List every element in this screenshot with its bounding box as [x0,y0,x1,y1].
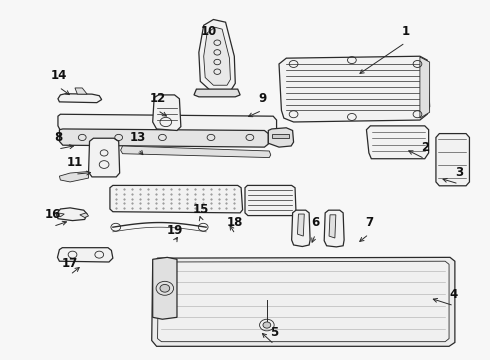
Text: 16: 16 [45,208,61,221]
Polygon shape [279,56,430,122]
Circle shape [160,284,170,292]
Polygon shape [292,210,310,247]
Text: 5: 5 [270,327,278,339]
Polygon shape [272,134,289,138]
Polygon shape [420,57,430,118]
Polygon shape [59,129,269,147]
Text: 11: 11 [67,156,83,169]
Polygon shape [153,257,177,319]
Polygon shape [152,257,455,346]
Polygon shape [58,114,276,134]
Polygon shape [199,19,235,91]
Text: 12: 12 [149,93,166,105]
Text: 15: 15 [193,203,209,216]
Polygon shape [329,215,336,238]
Text: 18: 18 [227,216,244,229]
Polygon shape [324,210,344,247]
Polygon shape [153,95,181,130]
Circle shape [263,322,271,328]
Polygon shape [204,27,230,85]
Text: 17: 17 [62,257,78,270]
Polygon shape [121,146,271,158]
Polygon shape [297,214,304,236]
Polygon shape [58,94,102,103]
Polygon shape [194,89,240,97]
Text: 3: 3 [455,166,463,179]
Text: 8: 8 [54,131,62,144]
Polygon shape [56,213,64,217]
Polygon shape [110,185,243,213]
Polygon shape [269,128,294,147]
Text: 2: 2 [421,141,429,154]
Text: 7: 7 [365,216,373,229]
Text: 4: 4 [450,288,458,301]
Text: 13: 13 [130,131,146,144]
Text: 14: 14 [51,69,67,82]
Polygon shape [436,134,469,186]
Text: 1: 1 [401,25,409,38]
Polygon shape [89,138,120,177]
Polygon shape [367,126,429,159]
Polygon shape [75,88,87,94]
Text: 6: 6 [311,216,319,229]
Text: 9: 9 [258,93,266,105]
Text: 10: 10 [200,25,217,38]
Polygon shape [56,208,87,221]
Polygon shape [80,213,89,217]
Polygon shape [245,185,296,216]
Polygon shape [158,261,449,342]
Text: 19: 19 [167,224,183,237]
Polygon shape [59,171,89,182]
Polygon shape [57,248,113,262]
